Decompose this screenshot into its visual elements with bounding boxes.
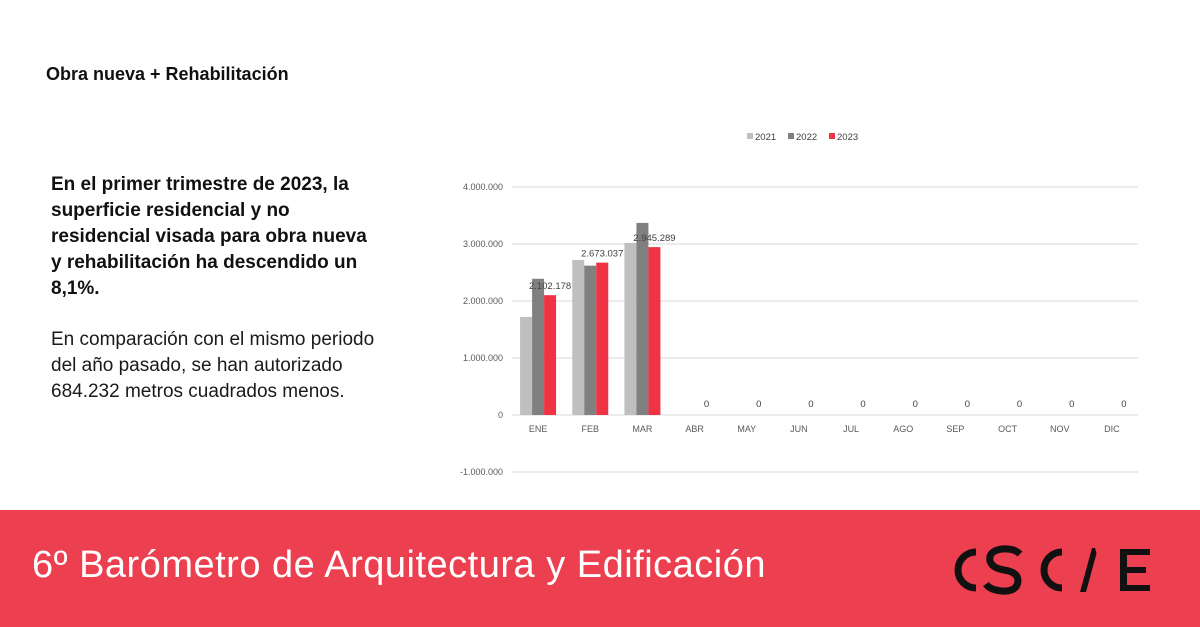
- x-tick-label: MAY: [737, 424, 756, 434]
- x-tick-label: FEB: [581, 424, 599, 434]
- sub-paragraph: En comparación con el mismo periodo del …: [51, 327, 381, 405]
- y-tick-label: 4.000.000: [463, 182, 503, 192]
- x-tick-label: DIC: [1104, 424, 1120, 434]
- data-label: 2.102.178: [529, 281, 571, 292]
- data-label: 0: [1121, 399, 1126, 410]
- bar: [596, 262, 609, 415]
- x-tick-label: NOV: [1050, 424, 1070, 434]
- legend-swatch: [829, 133, 835, 139]
- x-tick-label: SEP: [946, 424, 964, 434]
- data-label: 0: [1017, 399, 1022, 410]
- legend-label: 2022: [796, 132, 817, 143]
- data-label: 0: [965, 399, 970, 410]
- bar: [624, 242, 637, 415]
- y-tick-label: 3.000.000: [463, 239, 503, 249]
- data-label: 0: [860, 399, 865, 410]
- banner-title: 6º Barómetro de Arquitectura y Edificaci…: [32, 544, 767, 586]
- y-tick-label: 2.000.000: [463, 296, 503, 306]
- legend-swatch: [788, 133, 794, 139]
- data-label: 2.945.289: [633, 233, 675, 244]
- x-tick-label: ABR: [685, 424, 704, 434]
- bar: [584, 265, 597, 415]
- y-tick-label: -1.000.000: [460, 467, 503, 477]
- bar: [544, 295, 557, 415]
- data-label: 0: [756, 399, 761, 410]
- bar: [520, 316, 533, 415]
- bar: [532, 278, 545, 415]
- x-tick-label: ENE: [529, 424, 548, 434]
- x-tick-label: MAR: [632, 424, 653, 434]
- sub-text: En comparación con el mismo periodo del …: [51, 329, 375, 402]
- x-tick-label: JUN: [790, 424, 808, 434]
- bar: [648, 247, 661, 415]
- y-tick-label: 1.000.000: [463, 353, 503, 363]
- legend-label: 2023: [837, 132, 858, 143]
- data-label: 0: [704, 399, 709, 410]
- x-tick-label: JUL: [843, 424, 859, 434]
- lead-paragraph: En el primer trimestre de 2023, la super…: [51, 172, 381, 302]
- y-tick-label: 0: [498, 410, 503, 420]
- bar: [572, 259, 585, 415]
- data-label: 2.673.037: [581, 249, 623, 260]
- lead-text: En el primer trimestre de 2023, la super…: [51, 174, 367, 299]
- data-label: 0: [808, 399, 813, 410]
- x-tick-label: AGO: [893, 424, 913, 434]
- data-label: 0: [913, 399, 918, 410]
- monthly-surface-bar-chart: -1.000.000 0 1.000.000 2.000.000 3.000.000 4.…: [460, 132, 1138, 477]
- bar: [636, 222, 649, 415]
- x-tick-label: OCT: [998, 424, 1018, 434]
- legend-swatch: [747, 133, 753, 139]
- footer-banner: 6º Barómetro de Arquitectura y Edificaci…: [0, 510, 1200, 627]
- data-label: 0: [1069, 399, 1074, 410]
- cscae-logo: [954, 545, 1150, 595]
- legend-label: 2021: [755, 132, 776, 143]
- page-title: Obra nueva + Rehabilitación: [46, 64, 289, 84]
